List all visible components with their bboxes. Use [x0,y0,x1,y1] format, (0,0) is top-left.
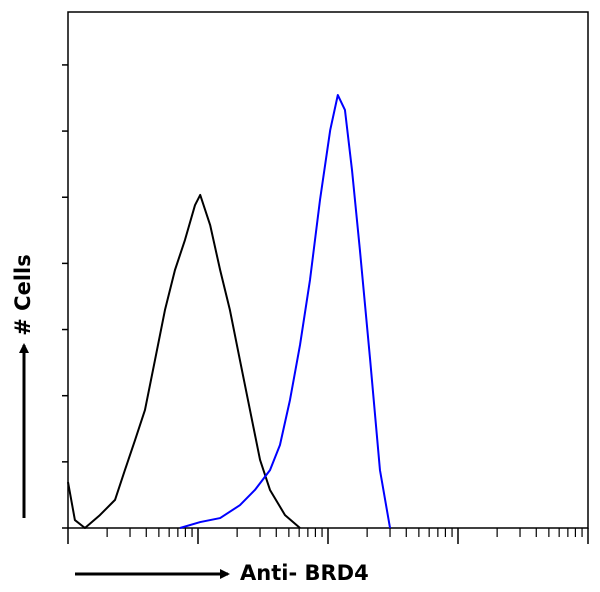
plot-frame [67,11,589,529]
histogram-line [67,193,301,529]
histogram-line [179,94,392,529]
y-axis-label: # Cells [11,254,35,335]
x-axis-label: Anti- BRD4 [240,561,369,585]
